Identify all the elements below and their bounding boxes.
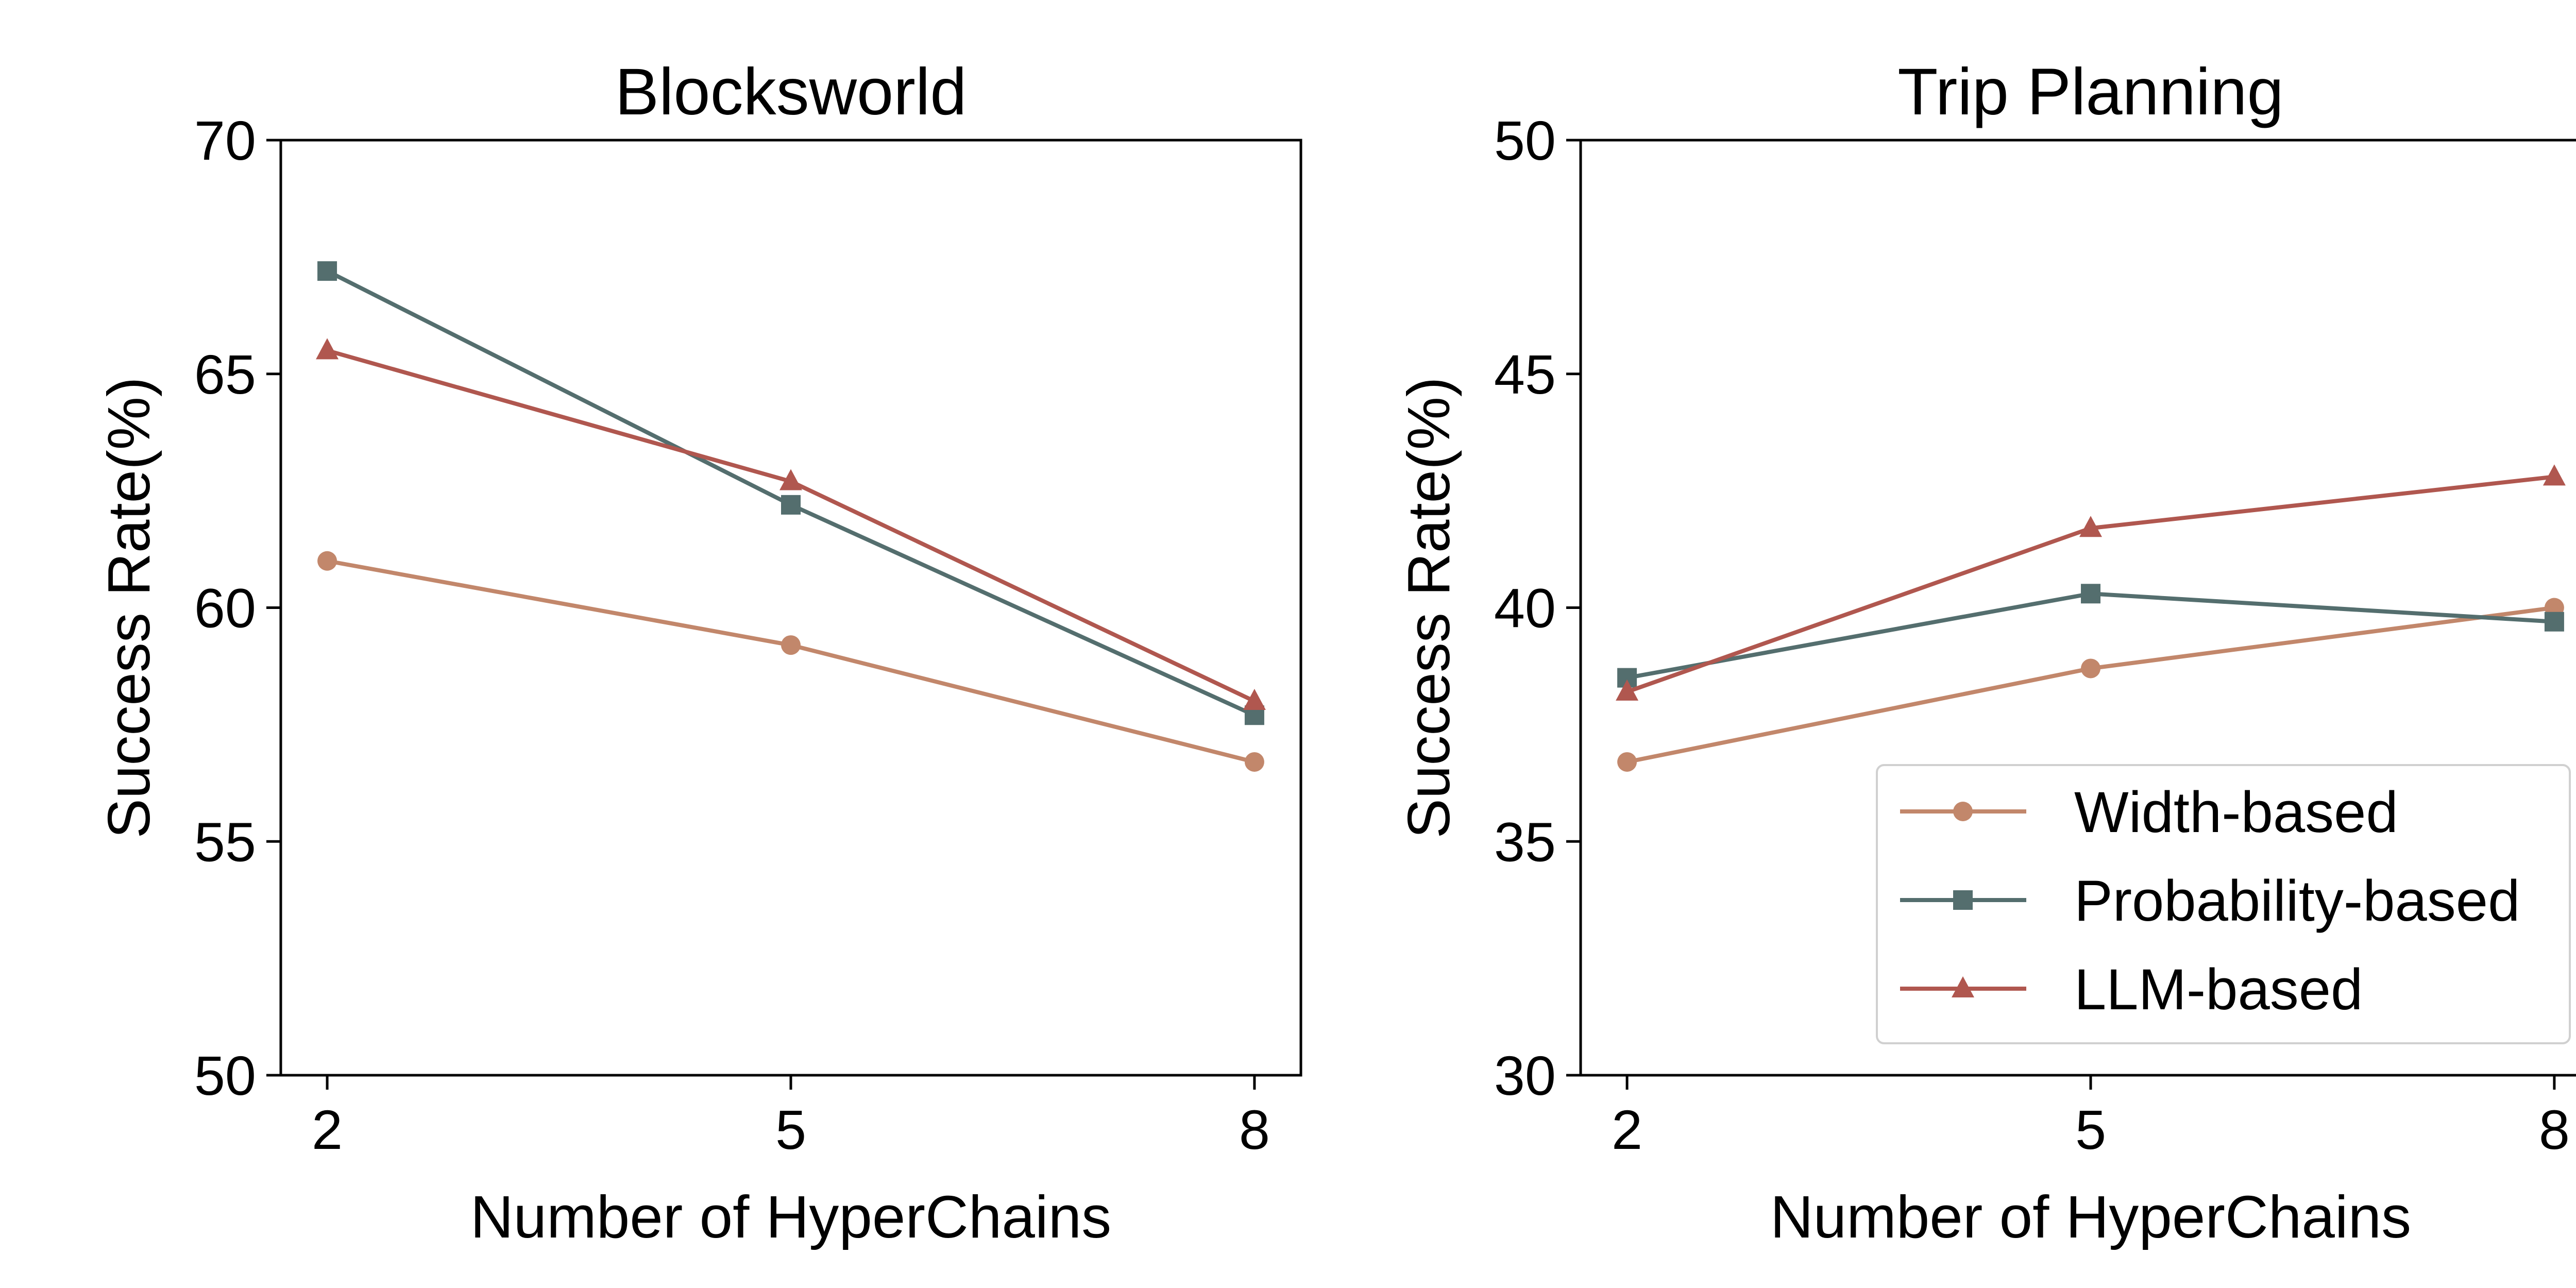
data-point — [316, 338, 339, 360]
y-tick-label: 50 — [194, 1044, 256, 1107]
y-tick-label: 40 — [1494, 577, 1556, 639]
y-tick-label: 35 — [1494, 810, 1556, 873]
chart-title: Trip Planning — [1897, 55, 2283, 129]
chart-panel-1: Blocksworld 50 55 60 65 70 2 5 8 Number of HyperC… — [95, 55, 1302, 1250]
series-probability-based — [1617, 584, 2564, 688]
y-tick-label: 65 — [194, 343, 256, 405]
y-tick-label: 45 — [1494, 343, 1556, 405]
legend-marker — [1953, 802, 1973, 821]
legend-label: LLM-based — [2074, 957, 2363, 1022]
data-point — [2079, 516, 2102, 537]
series-line — [327, 558, 1255, 764]
x-axis-label: Number of HyperChains — [470, 1183, 1111, 1250]
chart-title: Blocksworld — [615, 55, 967, 129]
legend: Width-based Probability-based LLM-based — [1876, 764, 2571, 1044]
y-tick-label: 30 — [1494, 1044, 1556, 1107]
y-tick-label: 50 — [1494, 109, 1556, 172]
data-point — [2081, 658, 2100, 679]
x-tick-label: 8 — [1239, 1098, 1270, 1161]
data-point — [2081, 584, 2100, 604]
legend-label: Probability-based — [2074, 869, 2520, 933]
legend-box — [1876, 764, 2571, 1044]
y-axis-label: Success Rate(%) — [95, 377, 162, 838]
data-point — [2544, 612, 2564, 632]
x-tick-label: 5 — [2075, 1098, 2106, 1161]
series-probability-based — [317, 261, 1264, 725]
legend-item: Probability-based — [1900, 869, 2520, 933]
data-point — [779, 469, 802, 490]
data-point — [2543, 464, 2566, 486]
data-point — [781, 635, 801, 655]
y-axis-label: Success Rate(%) — [1395, 377, 1462, 838]
x-tick-label: 2 — [1612, 1098, 1642, 1161]
legend-item: LLM-based — [1900, 957, 2363, 1022]
series-llm-based — [316, 338, 1266, 710]
plot-frame — [279, 139, 1302, 1077]
legend-label: Width-based — [2074, 780, 2398, 844]
data-point — [317, 551, 337, 571]
y-tick-label: 60 — [194, 577, 256, 639]
data-point — [781, 495, 801, 515]
plot-frame — [1579, 139, 2576, 1077]
data-point — [1244, 752, 1264, 772]
y-tick-label: 55 — [194, 810, 256, 873]
x-tick-label: 5 — [775, 1098, 806, 1161]
series-width-based — [317, 551, 1264, 772]
data-point — [317, 261, 337, 281]
legend-marker — [1952, 976, 1974, 997]
series-line — [1626, 605, 2555, 764]
data-point — [1243, 689, 1266, 710]
chart-panel-2: Trip Planning 30 35 40 45 50 2 5 8 Number of Hype… — [1395, 55, 2576, 1250]
series-llm-based — [1616, 464, 2566, 701]
x-tick-label: 2 — [312, 1098, 343, 1161]
x-tick-label: 8 — [2539, 1098, 2570, 1161]
data-point — [1617, 752, 1637, 772]
series-width-based — [1617, 598, 2564, 772]
x-axis-label: Number of HyperChains — [1770, 1183, 2411, 1250]
legend-item: Width-based — [1900, 780, 2398, 844]
y-tick-label: 70 — [194, 109, 256, 172]
legend-marker — [1953, 890, 1973, 910]
data-point — [1616, 679, 1639, 701]
